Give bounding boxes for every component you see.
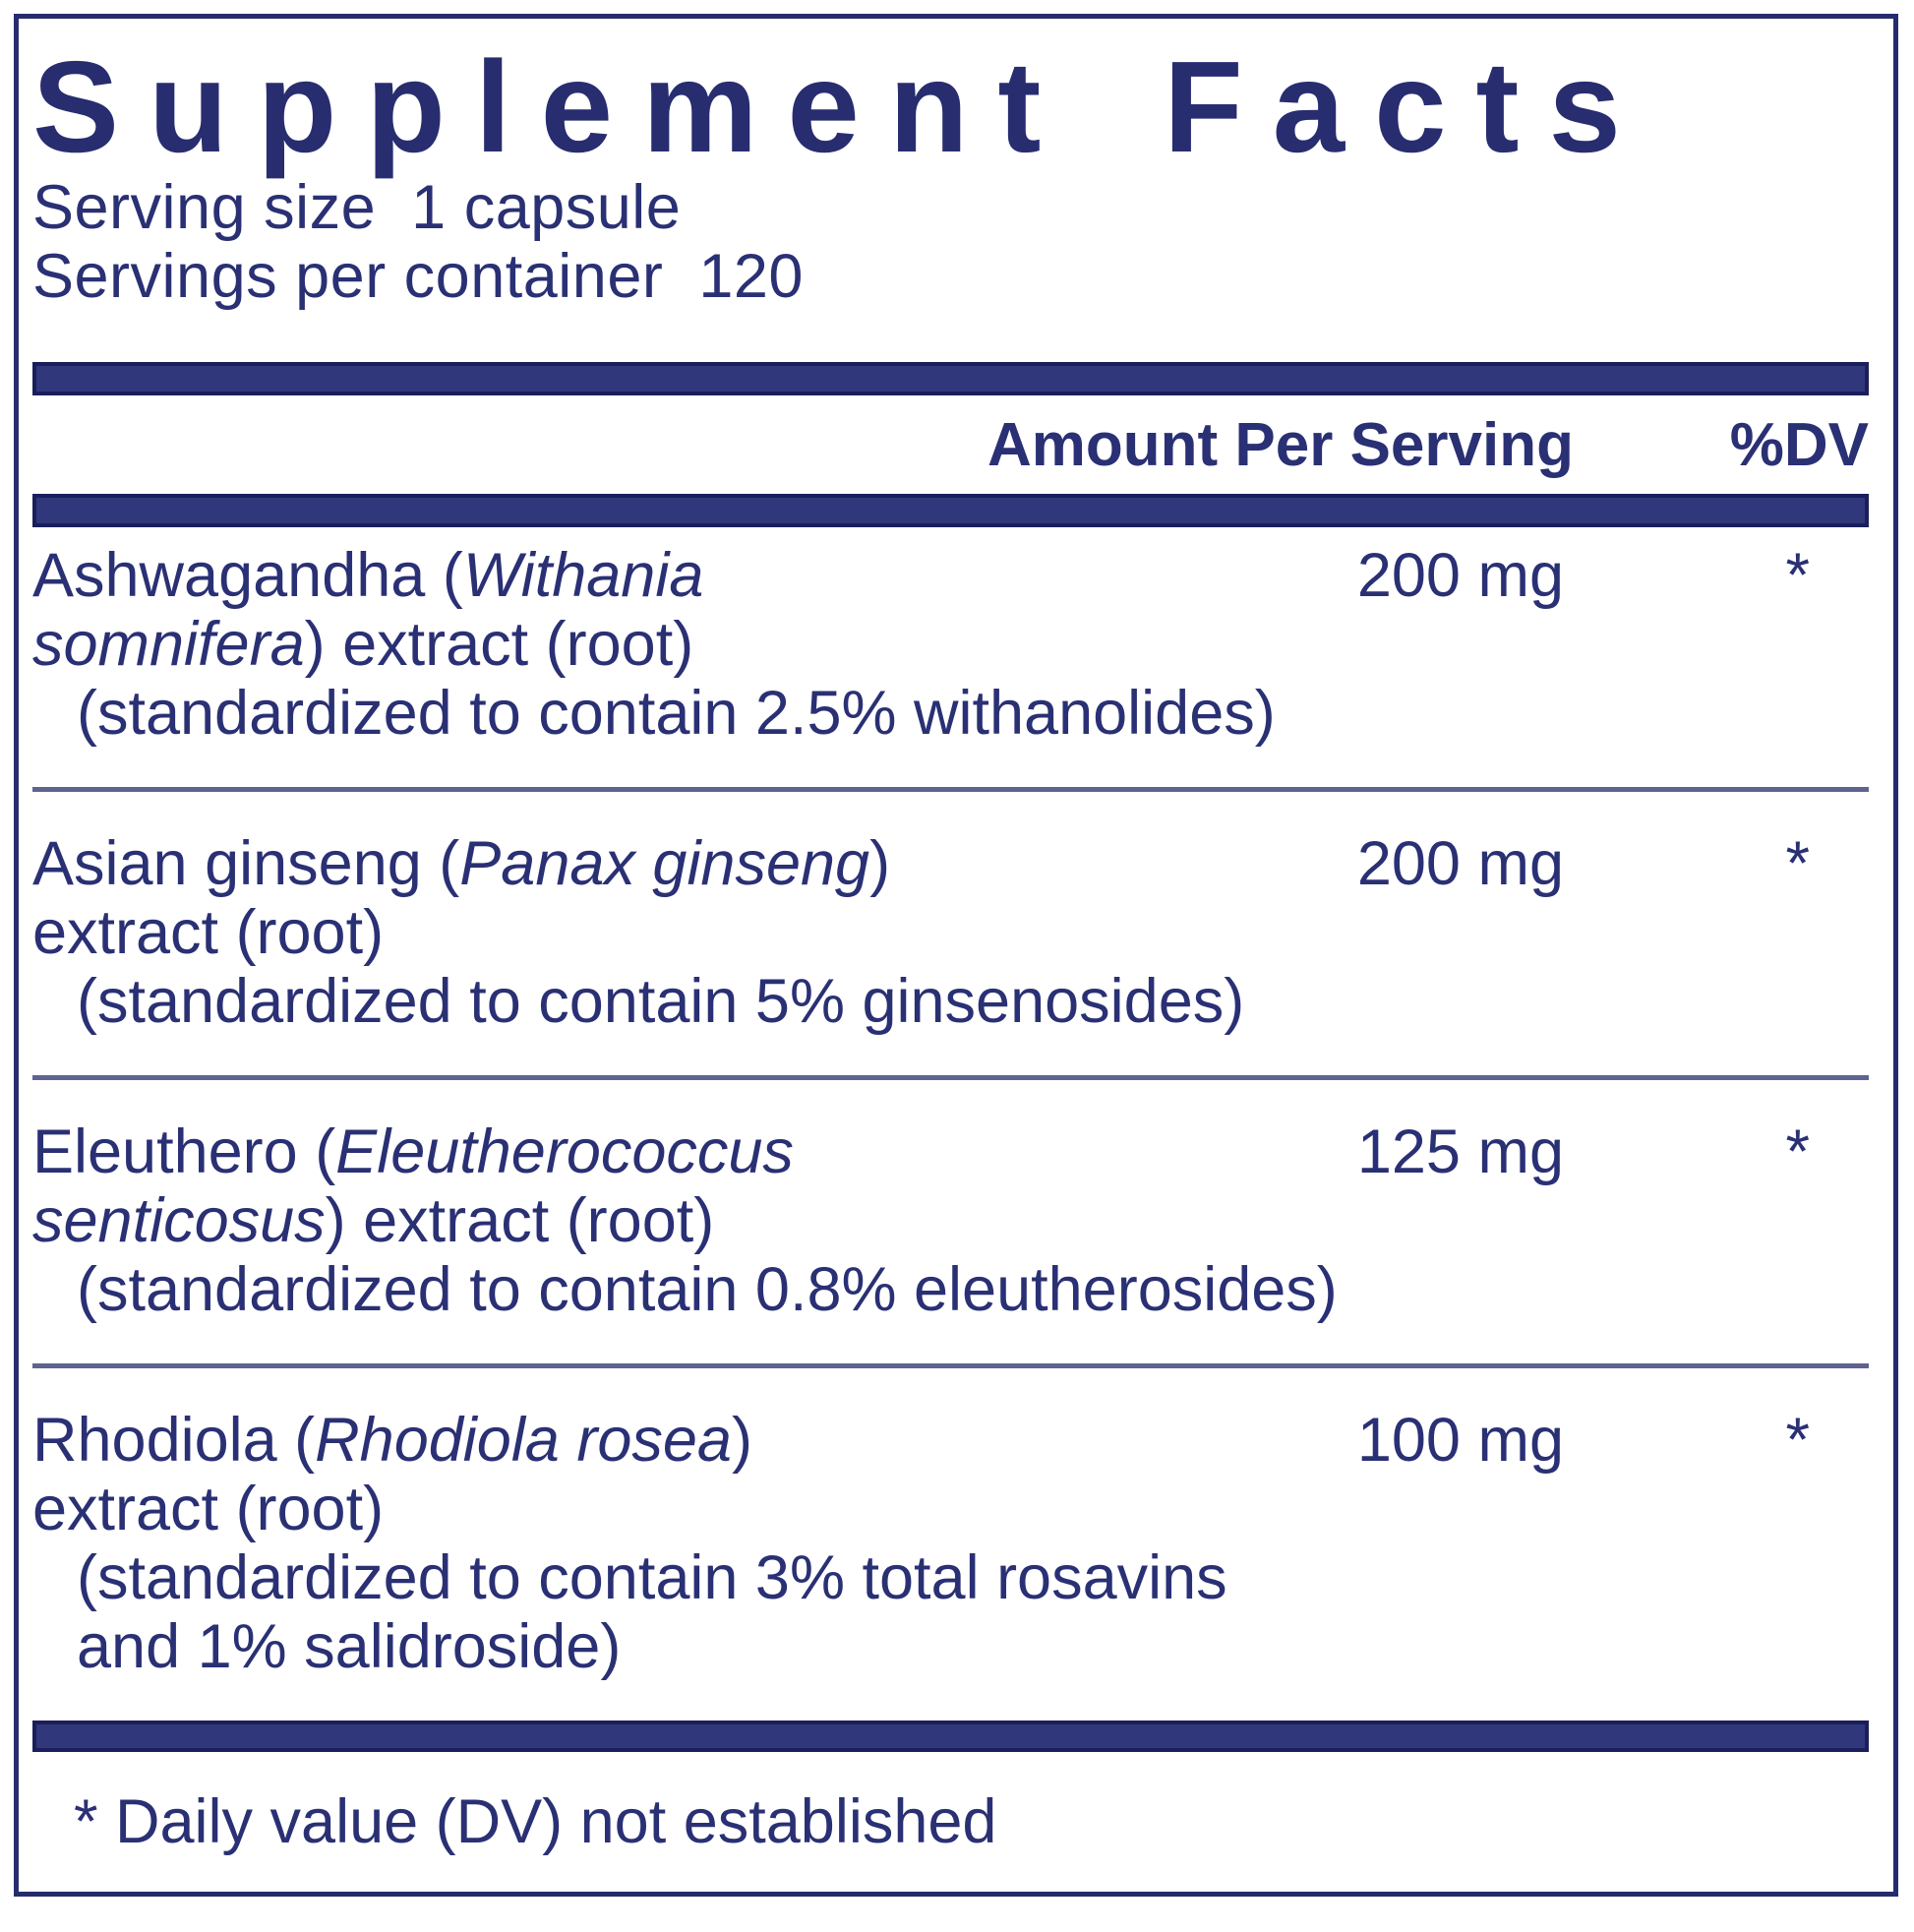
ingredient-row: Ashwagandha (Withania somnifera) extract … — [32, 527, 1869, 792]
ingredient-standardization: (standardized to contain 2.5% withanolid… — [77, 679, 1276, 748]
thick-divider-bar-header — [32, 494, 1869, 527]
ingredient-amount: 125 mg — [1356, 1117, 1564, 1186]
ingredient-row: Asian ginseng (Panax ginseng) extract (ro… — [32, 792, 1869, 1080]
ingredient-standardization: (standardized to contain 5% ginsenosides… — [77, 967, 1245, 1036]
ingredient-dv: * — [1785, 541, 1810, 610]
panel-title: Supplement Facts — [32, 34, 1650, 179]
amount-per-serving-header: Amount Per Serving — [987, 411, 1574, 479]
column-header-row: Amount Per Serving %DV — [32, 395, 1869, 494]
ingredient-row: Rhodiola (Rhodiola rosea) extract (root) 1… — [32, 1368, 1869, 1721]
serving-size-line: Serving size 1 capsule — [32, 173, 682, 242]
ingredient-standardization: (standardized to contain 3% total rosavi… — [77, 1543, 1227, 1681]
ingredient-amount: 200 mg — [1356, 829, 1564, 898]
ingredient-amount: 100 mg — [1356, 1406, 1564, 1475]
ingredient-name: Rhodiola (Rhodiola rosea) extract (root) — [32, 1406, 752, 1543]
ingredient-row: Eleuthero (Eleutherococcus senticosus) ex… — [32, 1080, 1869, 1368]
servings-per-container-line: Servings per container 120 — [32, 242, 804, 311]
ingredient-rows: Ashwagandha (Withania somnifera) extract … — [32, 527, 1869, 1721]
ingredient-dv: * — [1785, 1406, 1810, 1475]
dv-footnote: * Daily value (DV) not established — [74, 1787, 997, 1856]
ingredient-name: Asian ginseng (Panax ginseng) extract (ro… — [32, 829, 891, 967]
ingredient-name: Ashwagandha (Withania somnifera) extract … — [32, 541, 704, 679]
ingredient-amount: 200 mg — [1356, 541, 1564, 610]
thick-divider-bar-top — [32, 362, 1869, 395]
ingredient-standardization: (standardized to contain 0.8% eleutheros… — [77, 1255, 1338, 1324]
percent-dv-header: %DV — [1729, 411, 1869, 479]
supplement-facts-panel: Supplement Facts Serving size 1 capsule … — [14, 14, 1898, 1897]
thick-divider-bar-bottom — [32, 1721, 1869, 1752]
ingredient-dv: * — [1785, 1117, 1810, 1186]
ingredient-name: Eleuthero (Eleutherococcus senticosus) ex… — [32, 1117, 794, 1255]
ingredient-dv: * — [1785, 829, 1810, 898]
